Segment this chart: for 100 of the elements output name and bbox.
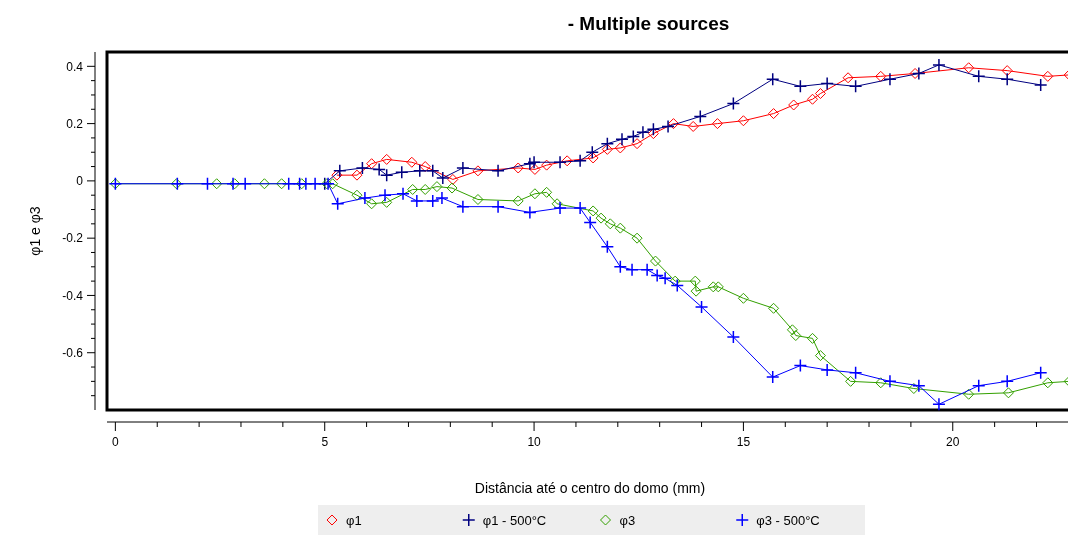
point: [447, 173, 459, 185]
point: [601, 143, 613, 155]
point: [765, 370, 780, 384]
point: [842, 72, 854, 84]
point: [649, 255, 661, 267]
point: [820, 363, 834, 377]
point: [456, 199, 470, 214]
point: [258, 178, 270, 190]
point: [669, 275, 681, 287]
point: [807, 93, 818, 105]
point: [807, 332, 818, 344]
point: [358, 191, 372, 205]
point: [238, 176, 252, 191]
point: [793, 79, 808, 94]
point: [541, 186, 553, 198]
point: [431, 181, 443, 193]
point: [909, 67, 921, 79]
point: [523, 205, 537, 220]
point: [647, 128, 659, 140]
point: [529, 163, 541, 175]
point: [587, 205, 599, 217]
point: [971, 378, 986, 393]
point: [446, 182, 458, 194]
point: [631, 232, 643, 244]
point: [281, 176, 296, 191]
x-tick-label: 20: [946, 435, 960, 449]
point: [661, 119, 675, 134]
y-tick-label: 0.4: [66, 59, 84, 74]
point: [786, 324, 798, 336]
point: [410, 194, 424, 208]
point: [512, 162, 524, 174]
point: [573, 201, 587, 215]
x-tick-label: 0: [112, 435, 120, 449]
point: [932, 397, 946, 412]
point: [1042, 377, 1054, 389]
chart-title: - Multiple sources: [567, 13, 730, 34]
legend-label: φ1 - 500°C: [482, 512, 547, 528]
point: [595, 212, 607, 224]
point: [573, 154, 587, 168]
point: [765, 72, 780, 86]
point: [395, 165, 409, 180]
point: [790, 330, 802, 342]
point: [561, 155, 573, 167]
y-tick-label: 0: [76, 174, 84, 189]
y-tick-label: -0.6: [62, 345, 84, 360]
point: [689, 275, 701, 287]
point: [529, 188, 541, 200]
point: [814, 350, 826, 362]
point: [690, 285, 702, 297]
point: [875, 377, 887, 389]
point: [687, 120, 699, 132]
point: [456, 161, 470, 175]
x-tick-label: 15: [736, 435, 751, 449]
point: [491, 164, 505, 178]
point: [541, 159, 553, 171]
point: [640, 262, 654, 277]
point: [491, 199, 505, 214]
point: [631, 138, 643, 150]
point: [381, 153, 393, 165]
point: [670, 278, 685, 293]
y-tick-label: 0.2: [66, 116, 84, 131]
point: [908, 383, 920, 395]
point: [693, 109, 708, 124]
point: [604, 218, 616, 230]
point: [875, 70, 887, 82]
point: [1000, 72, 1014, 86]
legend-label: φ3: [619, 512, 636, 528]
point: [553, 155, 567, 170]
point: [658, 271, 672, 286]
point: [419, 161, 431, 173]
point: [932, 58, 946, 72]
point: [308, 176, 322, 191]
point: [435, 191, 449, 205]
x-axis-title: Distância até o centro do domo (mm): [474, 480, 706, 496]
point: [613, 260, 628, 274]
point: [330, 197, 345, 211]
point: [333, 164, 347, 178]
point: [413, 164, 427, 178]
point: [848, 79, 863, 94]
point: [820, 76, 834, 91]
point: [1042, 70, 1054, 82]
point: [912, 66, 926, 81]
point: [711, 118, 723, 130]
point: [963, 388, 975, 400]
point: [426, 194, 440, 208]
point: [396, 187, 410, 201]
point: [912, 378, 926, 393]
point: [726, 96, 741, 111]
point: [614, 142, 626, 154]
point: [583, 215, 597, 230]
y-tick-label: -0.4: [62, 288, 84, 303]
point: [726, 330, 741, 344]
point: [615, 132, 629, 147]
point: [585, 145, 600, 159]
point: [712, 281, 724, 293]
point: [276, 178, 288, 190]
point: [814, 88, 826, 100]
point: [650, 268, 664, 283]
point: [768, 108, 780, 120]
point: [366, 198, 378, 210]
